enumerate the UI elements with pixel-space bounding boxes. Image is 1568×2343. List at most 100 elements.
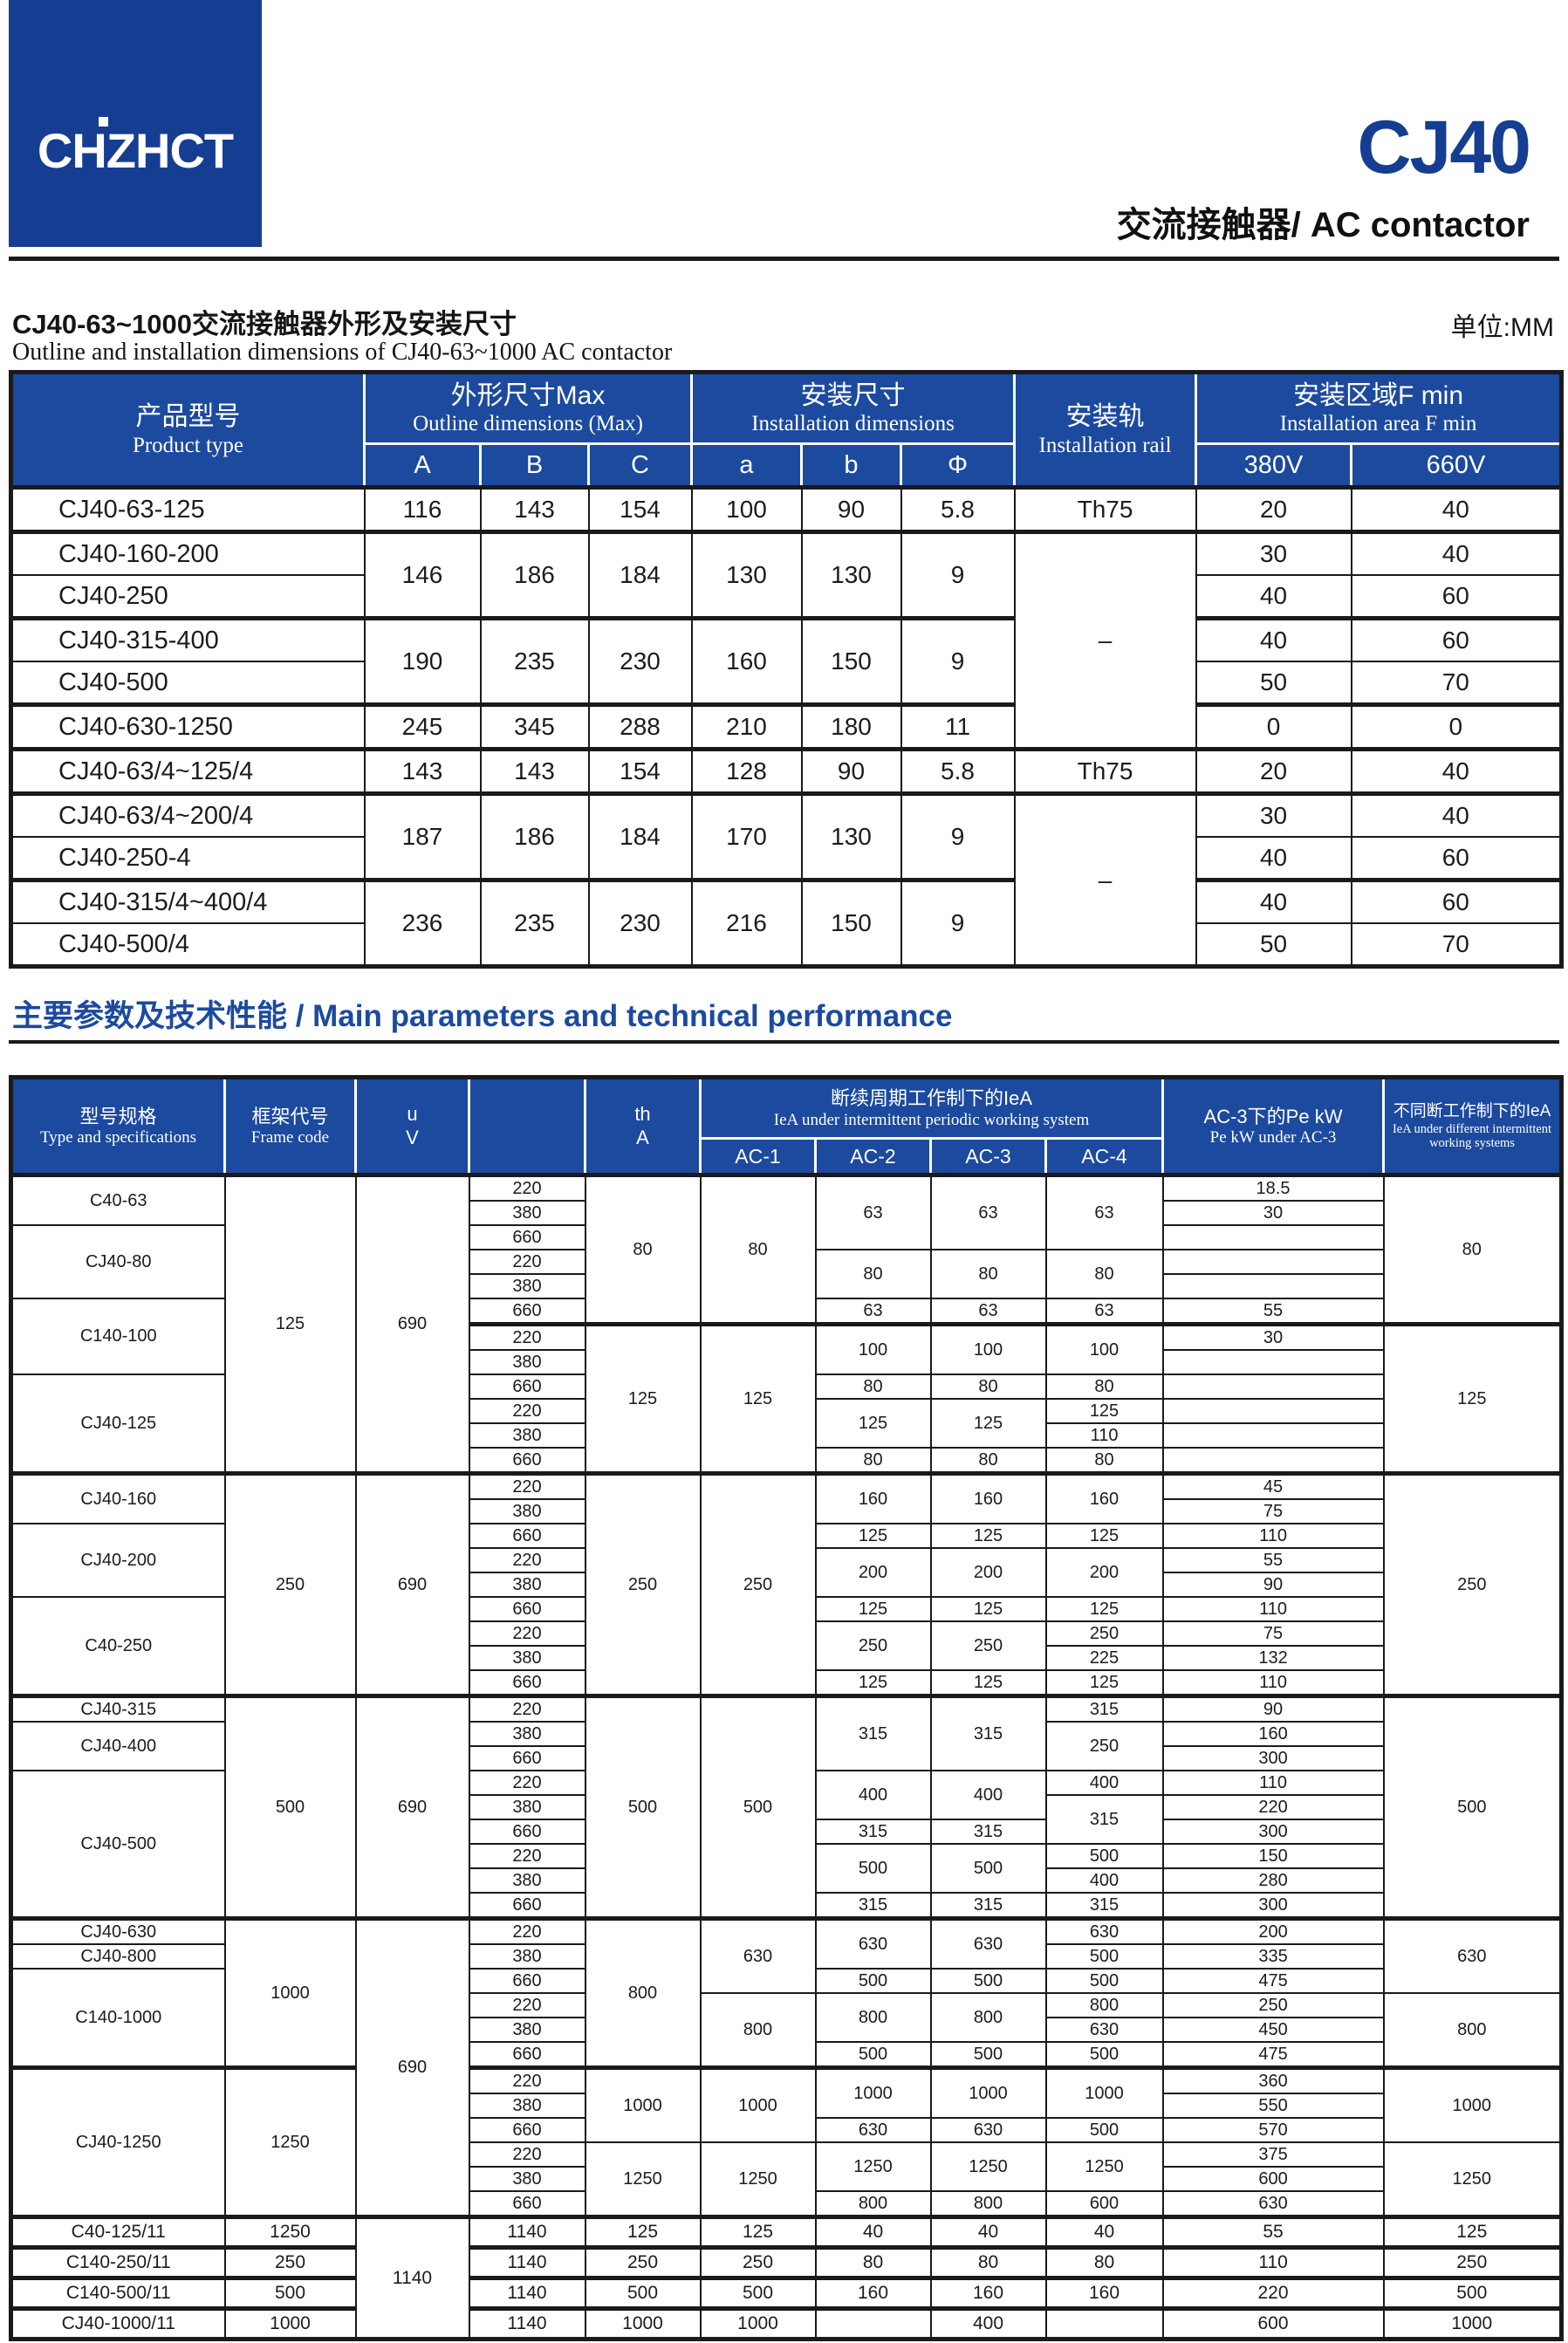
table-cell: 80 <box>929 2245 1047 2279</box>
table-cell: 380 <box>468 1943 586 1970</box>
table-cell: 125 <box>1044 1596 1164 1622</box>
table-row: 380 400 280 <box>11 1867 1562 1894</box>
table-cell: 288 <box>587 702 693 750</box>
table-cell <box>1161 1273 1385 1299</box>
table-cell: 130 <box>800 530 902 620</box>
table-cell: 400 <box>929 1770 1047 1820</box>
table-cell: 143 <box>363 747 482 795</box>
table-cell: 146 <box>363 530 482 620</box>
table-cell: 500 <box>929 1843 1047 1894</box>
col-header-outline-dimensions: 外形尺寸Max Outline dimensions (Max) <box>363 371 693 445</box>
table-cell: 500 <box>814 1968 932 1994</box>
table-row: CJ40-250-4 40 60 <box>10 836 1563 881</box>
table-cell: 100 <box>690 485 803 533</box>
table-cell: 40 <box>814 2215 932 2249</box>
table-cell: 125 <box>1044 1523 1164 1549</box>
table-cell: 100 <box>929 1322 1047 1375</box>
product-type-cell: CJ40-160-200 <box>10 530 366 576</box>
table-cell: 500 <box>1382 1694 1563 1920</box>
table-cell: 220 <box>468 1398 586 1424</box>
table-cell: 80 <box>1044 1374 1164 1400</box>
table-cell: 380 <box>468 1645 586 1671</box>
col-header-660v: 660V <box>1350 442 1564 489</box>
table-cell <box>1161 1349 1385 1375</box>
table-cell <box>1161 1374 1385 1400</box>
product-type-cell: CJ40-63/4~200/4 <box>10 791 366 838</box>
product-type-cell: CJ40-630-1250 <box>10 702 366 750</box>
col-header-A: A <box>363 442 482 489</box>
table-cell: 90 <box>800 485 902 533</box>
table-cell: 0 <box>1350 702 1563 750</box>
table-row: C140-250/11 250 1140 250 250 80 80 80 110 250 <box>10 2245 1563 2279</box>
table-cell: 800 <box>814 1992 932 2043</box>
table-cell: 170 <box>690 791 803 881</box>
table-cell: 125 <box>699 1322 817 1475</box>
product-type-cell: CJ40-315 <box>10 1694 226 1723</box>
table-cell: 180 <box>800 702 902 750</box>
table-cell: 660 <box>468 1596 586 1622</box>
product-type-cell: CJ40-250 <box>10 574 366 620</box>
table-cell: 250 <box>699 2245 817 2279</box>
table-cell: 250 <box>223 2245 357 2279</box>
table-cell: 690 <box>354 1173 470 1475</box>
table-cell: 125 <box>814 1596 932 1622</box>
table-cell: 230 <box>587 616 693 706</box>
table-cell: 20 <box>1195 747 1352 795</box>
table-cell: 1000 <box>1044 2066 1164 2119</box>
unit-note: 单位:MM <box>1450 313 1554 342</box>
table-cell: 300 <box>1161 1745 1385 1771</box>
table-cell: 236 <box>363 878 482 968</box>
table-cell: 690 <box>354 1471 470 1697</box>
table-cell: 80 <box>699 1173 817 1326</box>
product-type-cell: CJ40-80 <box>10 1224 226 1299</box>
table-cell: 150 <box>800 878 902 968</box>
table-cell: 220 <box>468 1694 586 1723</box>
table-cell: 80 <box>584 1173 702 1326</box>
table-cell: 245 <box>363 702 482 750</box>
table-cell <box>1044 2306 1164 2340</box>
table-cell: 80 <box>814 1249 932 1299</box>
table-cell: 60 <box>1350 836 1563 881</box>
table-cell <box>1161 1447 1385 1475</box>
table-cell: 40 <box>1350 747 1563 795</box>
table-cell: 63 <box>929 1173 1047 1250</box>
table-cell: 55 <box>1161 1298 1385 1326</box>
table-cell: 40 <box>1195 878 1352 924</box>
table-cell: 110 <box>1161 1596 1385 1622</box>
table-cell: 315 <box>929 1892 1047 1920</box>
table-cell: 90 <box>1161 1694 1385 1723</box>
table-cell: 125 <box>929 1596 1047 1622</box>
table-cell: 63 <box>814 1298 932 1326</box>
table-cell: 630 <box>699 1916 817 1994</box>
header-divider <box>9 257 1559 261</box>
table-cell: 40 <box>1044 2215 1164 2249</box>
table-cell: 220 <box>468 1471 586 1500</box>
table-cell: 128 <box>690 747 803 795</box>
table-cell: 800 <box>1382 1992 1563 2069</box>
table-cell: 500 <box>699 1694 817 1920</box>
table-cell: 630 <box>1382 1916 1563 1994</box>
logo-dot-icon <box>99 117 108 127</box>
table-cell: 125 <box>814 1523 932 1549</box>
table-cell: 1140 <box>468 2276 586 2310</box>
table-row: CJ40-80 660 <box>10 1224 1562 1299</box>
table-cell: 125 <box>1382 2215 1563 2249</box>
table-cell: 100 <box>814 1322 932 1375</box>
table-cell: 210 <box>690 702 803 750</box>
table-row: CJ40-500 220 400 400 400 110 <box>10 1770 1562 1920</box>
table-cell: 315 <box>1044 1892 1164 1920</box>
table-cell: 100 <box>1044 1322 1164 1375</box>
table-row: 380 315 220 <box>11 1794 1562 1845</box>
table-cell: 630 <box>1044 2017 1164 2043</box>
table-row: CJ40-630 1000 690 220 800 630 630 630 630 200 630 <box>10 1916 1563 2218</box>
table-cell <box>814 2306 932 2340</box>
table-cell: 800 <box>699 1992 817 2069</box>
table-cell: 1000 <box>584 2066 702 2143</box>
product-code-title: CJ40 <box>1357 106 1531 189</box>
table-row: 380 550 <box>11 2093 1562 2119</box>
table-cell: 225 <box>1044 1645 1164 1671</box>
table-cell: 1140 <box>354 2215 470 2340</box>
table-cell: 400 <box>929 2306 1047 2340</box>
table-cell: 630 <box>929 2117 1047 2143</box>
product-type-cell: CJ40-500 <box>10 661 366 706</box>
